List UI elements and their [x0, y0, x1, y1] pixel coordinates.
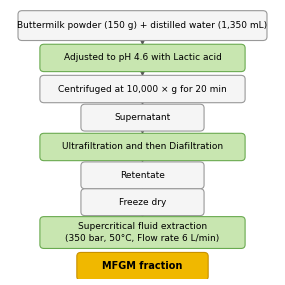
Text: Supercritical fluid extraction
(350 bar, 50°C, Flow rate 6 L/min): Supercritical fluid extraction (350 bar,… — [65, 223, 220, 243]
FancyBboxPatch shape — [81, 104, 204, 131]
Text: Retentate: Retentate — [120, 171, 165, 180]
Text: Buttermilk powder (150 g) + distilled water (1,350 mL): Buttermilk powder (150 g) + distilled wa… — [17, 21, 268, 30]
FancyBboxPatch shape — [40, 133, 245, 161]
Text: Adjusted to pH 4.6 with Lactic acid: Adjusted to pH 4.6 with Lactic acid — [64, 53, 221, 62]
FancyBboxPatch shape — [40, 44, 245, 72]
Text: Supernatant: Supernatant — [114, 113, 171, 122]
FancyBboxPatch shape — [77, 253, 208, 280]
FancyBboxPatch shape — [81, 189, 204, 216]
FancyBboxPatch shape — [40, 217, 245, 249]
Text: Ultrafiltration and then Diafiltration: Ultrafiltration and then Diafiltration — [62, 142, 223, 151]
Text: Freeze dry: Freeze dry — [119, 198, 166, 207]
FancyBboxPatch shape — [81, 162, 204, 189]
Text: MFGM fraction: MFGM fraction — [102, 261, 183, 271]
FancyBboxPatch shape — [18, 11, 267, 40]
Text: Centrifuged at 10,000 × g for 20 min: Centrifuged at 10,000 × g for 20 min — [58, 85, 227, 93]
FancyBboxPatch shape — [40, 75, 245, 103]
